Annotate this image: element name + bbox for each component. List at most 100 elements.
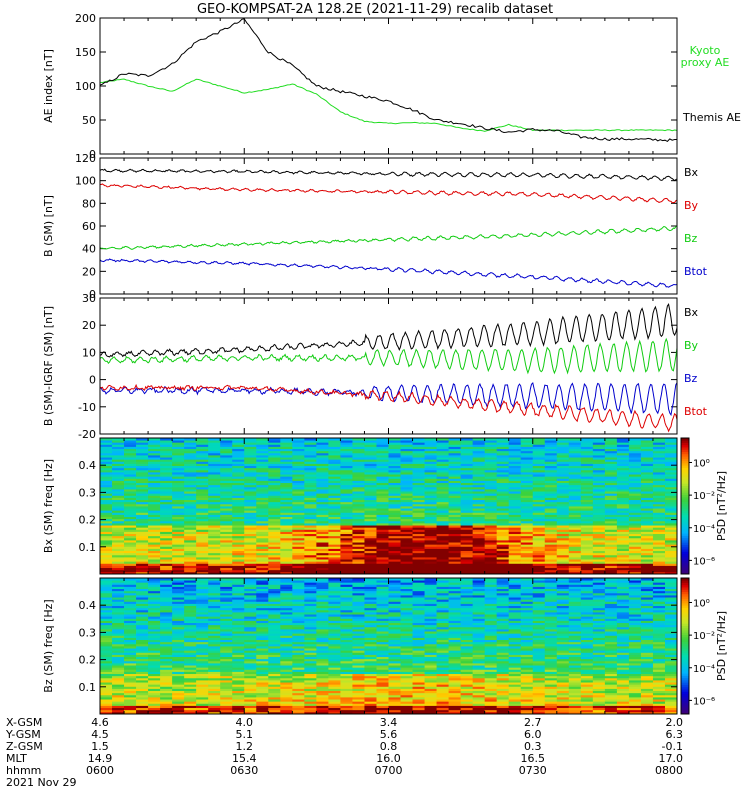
ephemeris-value: 0600 — [86, 764, 114, 777]
ephemeris-value: 17.0 — [658, 752, 684, 765]
series-line-by — [100, 183, 677, 204]
ephemeris-row-z-gsm: Z-GSM 1.5 1.2 0.8 0.3 -0.1 — [0, 741, 750, 754]
line-panel-2: 0 20 40 60 80 100 120 B (SM) [nT] Bx By Bz Btot — [42, 152, 708, 301]
series-line-bx — [100, 303, 677, 358]
colorbar: 10⁰ 10⁻² 10⁻⁴ 10⁻⁶ PSD [nT²/Hz] — [680, 577, 728, 715]
ephemeris-row-y-gsm: Y-GSM 4.5 5.1 5.6 6.0 6.3 — [0, 729, 750, 742]
series-line-by — [100, 337, 677, 375]
spectrogram-panel-4: 0.1 0.2 0.3 0.4 Bx (SM) freq [Hz] 10⁰ 10⁻² 10⁻⁴… — [42, 437, 728, 575]
y-tick-label: 0.2 — [79, 514, 97, 527]
y-tick-label: -10 — [78, 401, 96, 414]
ephemeris-value: 0.3 — [524, 740, 542, 753]
colorbar-tick-label: 10⁻² — [693, 631, 715, 642]
series-line-btot — [100, 383, 677, 433]
y-tick-label: 0.3 — [79, 626, 97, 639]
y-tick-label: 150 — [75, 46, 96, 59]
spectrogram-cells — [100, 578, 678, 715]
ephemeris-value: 0800 — [655, 764, 683, 777]
colorbar-tick-label: 10⁻⁶ — [693, 556, 715, 567]
legend-bx: Bx — [684, 166, 699, 179]
legend-themis-ae: Themis AE — [682, 111, 741, 124]
chart-title: GEO-KOMPSAT-2A 128.2E (2021-11-29) recal… — [197, 2, 553, 17]
y-tick-label: 100 — [75, 175, 96, 188]
y-tick-label: 200 — [75, 12, 96, 25]
ephemeris-value: 5.1 — [235, 728, 254, 741]
y-tick-label: 80 — [82, 197, 96, 210]
y-tick-label: 120 — [75, 152, 96, 165]
colorbar-label: PSD [nT²/Hz] — [715, 471, 728, 541]
ephemeris-value: 2.0 — [665, 716, 684, 729]
ephemeris-value: 1.2 — [235, 740, 254, 753]
ephemeris-value: 14.9 — [87, 752, 113, 765]
series-line-kyoto-proxy-ae — [100, 78, 677, 132]
legend-bz: Bz — [684, 232, 698, 245]
y-tick-label: 0.2 — [79, 654, 97, 667]
ephemeris-value: 3.4 — [379, 716, 398, 729]
series-line-bz — [100, 225, 677, 250]
y-tick-label: 50 — [82, 114, 96, 127]
colorbar-tick-label: 10⁻² — [693, 491, 715, 502]
ephemeris-row-hhmm: hhmm 0600 0630 0700 0730 0800 — [0, 765, 750, 778]
legend-bx: Bx — [684, 306, 699, 319]
ephemeris-value: 16.0 — [376, 752, 401, 765]
y-tick-label: 20 — [82, 265, 96, 278]
line-panel-3: -20 -10 0 10 20 30 B (SM)-IGRF (SM) [nT] Bx By Bz… — [42, 292, 708, 441]
series-line-themis-ae — [100, 18, 677, 143]
ephemeris-row-x-gsm: X-GSM 4.6 4.0 3.4 2.7 2.0 — [0, 717, 750, 730]
legend-by: By — [684, 199, 699, 212]
y-axis-label: Bz (SM) freq [Hz] — [42, 599, 55, 692]
colorbar-tick-label: 10⁻⁴ — [693, 524, 715, 535]
series-line-bx — [100, 168, 677, 182]
date-label: 2021 Nov 29 — [0, 777, 750, 790]
colorbar: 10⁰ 10⁻² 10⁻⁴ 10⁻⁶ PSD [nT²/Hz] — [680, 437, 728, 575]
ephemeris-value: 0630 — [230, 764, 259, 777]
ephemeris-label: Y-GSM — [6, 728, 41, 741]
y-tick-label: -20 — [78, 428, 96, 441]
panel-frame — [99, 157, 678, 295]
y-tick-label: 0.4 — [79, 459, 97, 472]
ephemeris-value: 1.5 — [91, 740, 109, 753]
y-axis-label: B (SM) [nT] — [42, 195, 55, 257]
ephemeris-value: -0.1 — [661, 740, 683, 753]
colorbar-tick-label: 10⁻⁴ — [693, 664, 715, 675]
ephemeris-value: 4.0 — [235, 716, 254, 729]
y-axis-label: Bx (SM) freq [Hz] — [42, 459, 55, 553]
y-axis-label: AE index [nT] — [42, 49, 55, 123]
ephemeris-value: 15.4 — [232, 752, 257, 765]
ephemeris-label: Z-GSM — [6, 740, 43, 753]
y-tick-label: 0.4 — [79, 599, 97, 612]
date-text: 2021 Nov 29 — [6, 776, 77, 789]
y-tick-label: 100 — [75, 80, 96, 93]
ephemeris-value: 0700 — [374, 764, 403, 777]
ephemeris-value: 4.6 — [91, 716, 109, 729]
y-tick-label: 0.1 — [79, 541, 97, 554]
colorbar-tick-label: 10⁻⁶ — [693, 696, 715, 707]
y-tick-label: 0 — [89, 288, 96, 301]
y-tick-label: 0.1 — [79, 681, 97, 694]
y-tick-label: 30 — [82, 292, 96, 305]
y-tick-label: 10 — [82, 346, 96, 359]
legend-btot: Btot — [684, 265, 708, 278]
spectrogram-panel-5: 0.1 0.2 0.3 0.4 Bz (SM) freq [Hz] 10⁰ 10⁻² 10⁻⁴… — [42, 577, 728, 715]
series-line-bz — [100, 382, 677, 417]
legend-by: By — [684, 339, 699, 352]
y-axis-label: B (SM)-IGRF (SM) [nT] — [42, 306, 55, 426]
legend-kyoto-proxy-ae: Kyoto proxy AE — [681, 44, 730, 69]
ephemeris-value: 16.5 — [520, 752, 546, 765]
ephemeris-label: MLT — [6, 752, 27, 765]
ephemeris-value: 2.7 — [524, 716, 542, 729]
y-tick-label: 0.3 — [79, 486, 97, 499]
y-tick-label: 60 — [82, 220, 96, 233]
ephemeris-value: 6.3 — [665, 728, 684, 741]
y-tick-label: 0 — [89, 148, 96, 161]
ephemeris-value: 0.8 — [379, 740, 398, 753]
y-tick-label: 40 — [82, 243, 96, 256]
ephemeris-label: hhmm — [6, 764, 42, 777]
ephemeris-value: 5.6 — [379, 728, 398, 741]
line-panel-1: 0 50 100 150 200 AE index [nT] Kyoto proxy AE Th… — [42, 12, 741, 161]
ephemeris-value: 6.0 — [524, 728, 542, 741]
legend-bz: Bz — [684, 372, 698, 385]
series-line-btot — [100, 258, 677, 288]
ephemeris-value: 4.5 — [91, 728, 109, 741]
